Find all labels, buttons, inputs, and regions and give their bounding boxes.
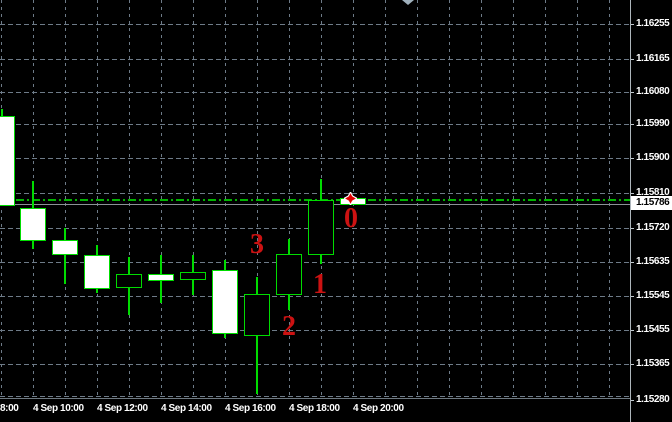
price-axis-tick (631, 228, 634, 229)
price-axis-label: 1.15280 (636, 394, 670, 405)
price-axis-label: 1.15990 (636, 118, 670, 129)
price-axis-tick (631, 400, 634, 401)
time-axis-label: 4 Sep 10:00 (33, 403, 84, 414)
current-price-label: 1.15786 (631, 196, 672, 210)
horizontal-gridline (0, 330, 630, 331)
horizontal-gridline (0, 124, 630, 125)
price-axis-label: 1.15635 (636, 256, 670, 267)
horizontal-gridline (0, 364, 630, 365)
horizontal-gridline (0, 59, 630, 60)
time-axis-label: 4 Sep 16:00 (225, 403, 276, 414)
candle-body (275, 253, 302, 295)
price-axis-label: 1.16255 (636, 18, 670, 29)
horizontal-gridline (0, 92, 630, 93)
crosshair-cursor-icon (344, 192, 357, 205)
horizontal-gridline (0, 296, 630, 297)
time-axis-label: 8:00 (0, 403, 19, 414)
candle-body (211, 269, 238, 334)
candle-wick (63, 228, 66, 284)
pivot-number: 1 (313, 269, 327, 300)
pivot-number: 3 (250, 229, 264, 260)
horizontal-gridline (0, 158, 630, 159)
candle-body (147, 274, 174, 281)
price-axis-tick (631, 296, 634, 297)
time-axis-label: 4 Sep 14:00 (161, 403, 212, 414)
price-axis[interactable]: 1.15786 1.16255 1.16165 1.16080 1.15990 1.15… (631, 0, 672, 422)
price-axis-tick (631, 193, 634, 194)
price-axis-label: 1.15455 (636, 324, 670, 335)
chart-shift-marker-icon (402, 0, 414, 5)
price-axis-label: 1.16080 (636, 86, 670, 97)
price-axis-label: 1.15365 (636, 358, 670, 369)
horizontal-gridline (0, 24, 630, 25)
candle-body (51, 240, 78, 255)
price-axis-tick (631, 158, 634, 159)
candle-body (0, 116, 15, 206)
price-axis-label: 1.16165 (636, 53, 670, 64)
price-axis-border (630, 0, 631, 422)
time-axis-label: 4 Sep 20:00 (353, 403, 404, 414)
candle-body (19, 207, 46, 241)
candle-body (307, 199, 334, 255)
price-axis-tick (631, 24, 634, 25)
price-axis-label: 1.15900 (636, 152, 670, 163)
candle-body (115, 273, 142, 288)
time-axis-border (0, 398, 630, 399)
price-axis-label: 1.15720 (636, 222, 670, 233)
time-axis[interactable]: 8:00 4 Sep 10:00 4 Sep 12:00 4 Sep 14:00 4 S… (0, 399, 630, 422)
candle-body (179, 271, 206, 280)
price-axis-tick (631, 262, 634, 263)
price-axis-tick (631, 124, 634, 125)
candle-body (83, 255, 110, 289)
pivot-number: 0 (344, 203, 358, 234)
horizontal-gridline (0, 262, 630, 263)
pivot-number: 2 (282, 311, 296, 342)
candle-body (243, 294, 270, 336)
time-axis-label: 4 Sep 18:00 (289, 403, 340, 414)
price-axis-label: 1.15545 (636, 290, 670, 301)
price-axis-tick (631, 59, 634, 60)
price-axis-tick (631, 92, 634, 93)
price-axis-tick (631, 330, 634, 331)
time-axis-label: 4 Sep 12:00 (97, 403, 148, 414)
horizontal-gridline (0, 396, 630, 397)
horizontal-gridline (0, 193, 630, 194)
price-axis-label: 1.15810 (636, 187, 670, 198)
price-axis-tick (631, 364, 634, 365)
